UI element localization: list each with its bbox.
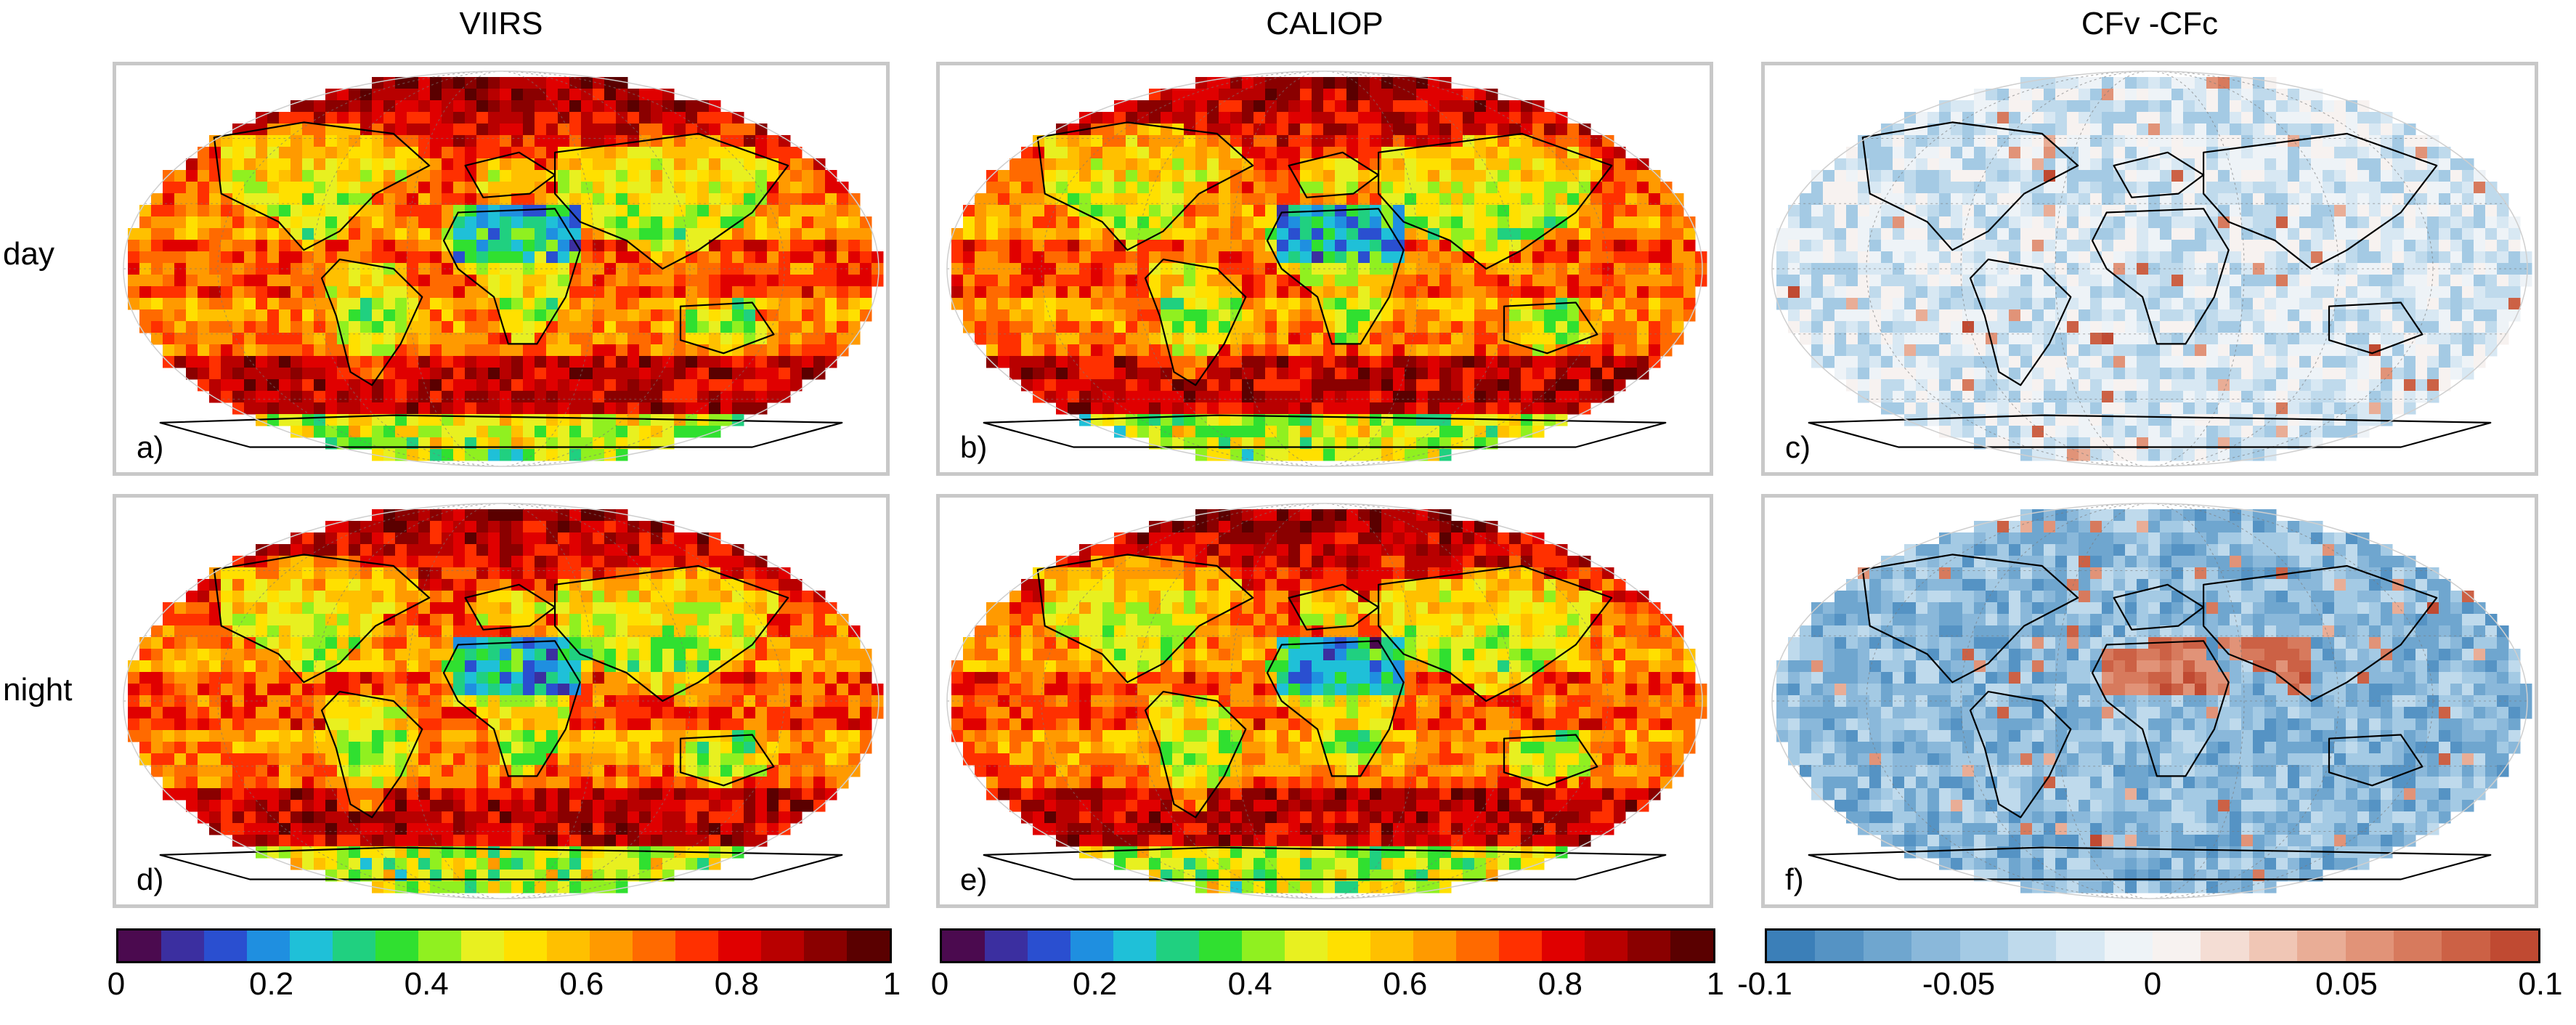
colorbar-cell <box>118 931 161 961</box>
tick-label: 0.2 <box>1073 966 1118 1002</box>
row-label-day: day <box>3 236 54 272</box>
tick-label: 0.8 <box>714 966 759 1002</box>
colorbar-cell <box>1911 931 1960 961</box>
colorbar-cell <box>1070 931 1113 961</box>
colorbar-cell <box>2056 931 2105 961</box>
map-d-graphic <box>123 503 884 899</box>
colorbar-cell <box>985 931 1028 961</box>
colorbar-cell <box>333 931 375 961</box>
column-title-viirs: VIIRS <box>459 6 543 41</box>
colorbar-cell <box>1863 931 1912 961</box>
map-panel-e: e) <box>936 494 1713 908</box>
colorbar-cell <box>1156 931 1199 961</box>
colorbar-cell <box>161 931 204 961</box>
colorbar-cell <box>1670 931 1713 961</box>
colorbar-cell <box>290 931 333 961</box>
panel-letter-a: a) <box>137 430 164 464</box>
colorbar-cell <box>461 931 504 961</box>
colorbar-cell <box>718 931 761 961</box>
panel-letter-f: f) <box>1785 862 1804 896</box>
map-b-graphic <box>946 70 1707 467</box>
colorbar-cell <box>2007 931 2057 961</box>
tick-label: 0.1 <box>2518 966 2563 1002</box>
colorbar-cell <box>590 931 633 961</box>
tick-label: 0 <box>930 966 949 1002</box>
map-panel-f: f) <box>1761 494 2538 908</box>
row-label-night: night <box>3 672 73 708</box>
map-c-graphic <box>1771 70 2532 467</box>
colorbar-cell <box>2490 931 2538 961</box>
colorbar-cell <box>2104 931 2153 961</box>
colorbar-cell <box>1767 931 1816 961</box>
colorbar-cell <box>1499 931 1542 961</box>
tick-label: 0.2 <box>249 966 294 1002</box>
tick-label: 0.4 <box>1227 966 1272 1002</box>
tick-label: 0.6 <box>1383 966 1428 1002</box>
colorbar-cell <box>2345 931 2394 961</box>
map-panel-b: b) <box>936 62 1713 476</box>
panel-letter-e: e) <box>960 862 988 896</box>
panel-letter-c: c) <box>1785 430 1811 464</box>
colorbar-cell <box>1542 931 1585 961</box>
colorbar-cell <box>1628 931 1670 961</box>
colorbar-cell <box>2393 931 2442 961</box>
tick-label: 0 <box>2143 966 2162 1002</box>
colorbar-cell <box>675 931 718 961</box>
colorbar-cell <box>1199 931 1242 961</box>
colorbar-cell <box>1585 931 1628 961</box>
map-panel-c: c) <box>1761 62 2538 476</box>
colorbar-cell <box>633 931 675 961</box>
colorbar-viirs <box>116 928 892 963</box>
colorbar-cell <box>2201 931 2249 961</box>
tick-label: 1 <box>1706 966 1725 1002</box>
colorbar-cell <box>761 931 804 961</box>
map-panel-d: d) <box>113 494 890 908</box>
map-panel-a: a) <box>113 62 890 476</box>
colorbar-difference <box>1765 928 2540 963</box>
colorbar-cell <box>1370 931 1413 961</box>
colorbar-cell <box>1328 931 1370 961</box>
colorbar-cell <box>247 931 290 961</box>
tick-label: -0.05 <box>1922 966 1996 1002</box>
colorbar-cell <box>1413 931 1456 961</box>
map-f-graphic <box>1771 503 2532 899</box>
colorbar-cell <box>1959 931 2008 961</box>
colorbar-cell <box>504 931 547 961</box>
colorbar-cell <box>1456 931 1499 961</box>
tick-label: -0.1 <box>1737 966 1792 1002</box>
colorbar-cell <box>1242 931 1285 961</box>
column-title-caliop: CALIOP <box>1266 6 1384 41</box>
map-a-graphic <box>123 70 884 467</box>
colorbar-cell <box>2153 931 2201 961</box>
colorbar-cell <box>1815 931 1864 961</box>
colorbar-cell <box>375 931 418 961</box>
tick-label: 1 <box>882 966 901 1002</box>
colorbar-cell <box>942 931 985 961</box>
colorbar-ticks-viirs: 0 0.2 0.4 0.6 0.8 1 <box>107 966 901 1010</box>
colorbar-cell <box>1113 931 1156 961</box>
colorbar-cell <box>847 931 890 961</box>
colorbar-ticks-caliop: 0 0.2 0.4 0.6 0.8 1 <box>931 966 1724 1010</box>
tick-label: 0.4 <box>404 966 449 1002</box>
colorbar-cell <box>2442 931 2490 961</box>
panel-letter-d: d) <box>137 862 164 896</box>
colorbar-cell <box>547 931 590 961</box>
tick-label: 0 <box>107 966 126 1002</box>
tick-label: 0.05 <box>2315 966 2378 1002</box>
tick-label: 0.6 <box>559 966 604 1002</box>
colorbar-cell <box>2248 931 2298 961</box>
tick-label: 0.8 <box>1537 966 1582 1002</box>
colorbar-cell <box>1028 931 1070 961</box>
colorbar-caliop <box>940 928 1715 963</box>
column-title-difference: CFv -CFc <box>2081 6 2219 41</box>
colorbar-cell <box>1285 931 1328 961</box>
colorbar-ticks-difference: -0.1 -0.05 0 0.05 0.1 <box>1737 966 2563 1010</box>
colorbar-cell <box>204 931 247 961</box>
map-e-graphic <box>946 503 1707 899</box>
colorbar-cell <box>418 931 461 961</box>
colorbar-cell <box>2297 931 2346 961</box>
colorbar-cell <box>804 931 847 961</box>
panel-letter-b: b) <box>960 430 988 464</box>
